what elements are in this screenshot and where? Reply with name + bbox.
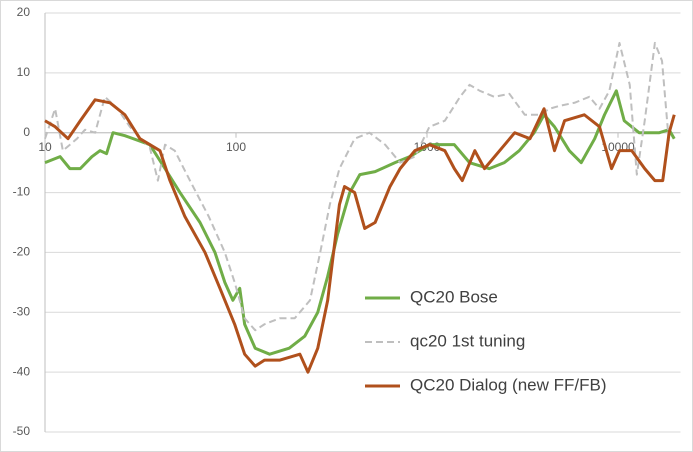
y-tick-label: 20 [17,5,31,19]
y-tick-label: -10 [13,185,31,199]
x-tick-label: 10 [38,140,52,154]
y-tick-label: -30 [13,304,31,318]
legend-label: qc20 1st tuning [410,331,525,350]
legend-label: QC20 Bose [410,287,498,306]
y-tick-label: 0 [23,125,30,139]
y-tick-label: -40 [13,364,31,378]
y-tick-label: 10 [17,65,31,79]
x-tick-label: 100 [226,140,246,154]
y-tick-label: -20 [13,245,31,259]
series-line [44,98,676,374]
y-tick-label: -50 [13,424,31,438]
series-line [44,89,676,356]
legend-label: QC20 Dialog (new FF/FB) [410,375,607,394]
